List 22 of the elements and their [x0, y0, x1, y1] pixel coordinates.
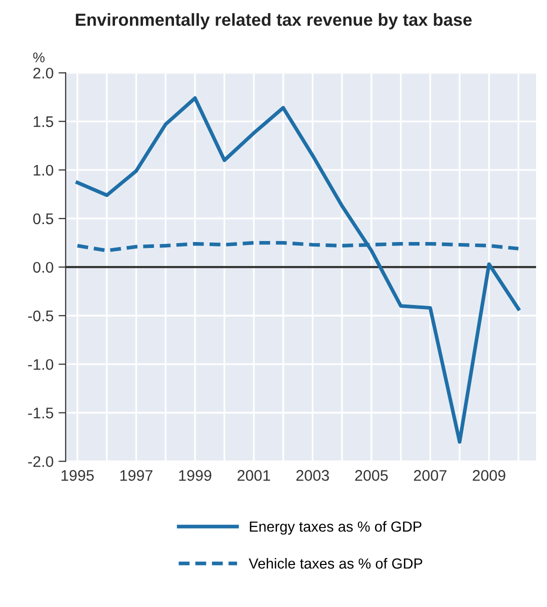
- y-tick-label: 0.5: [33, 213, 54, 224]
- y-tick-label: 2.0: [33, 68, 54, 79]
- x-tick-label: 2001: [238, 470, 270, 481]
- y-tick-label: -1.5: [28, 408, 54, 418]
- legend-label: Energy taxes as % of GDP: [250, 521, 422, 535]
- y-tick-label: -1.0: [28, 359, 54, 370]
- y-tick-label: 0.0: [33, 262, 54, 273]
- x-tick-label: 1997: [120, 470, 152, 481]
- x-tick-label: 1999: [179, 470, 212, 481]
- x-tick-label: 2009: [472, 470, 506, 481]
- x-tick-label: 2005: [355, 470, 388, 481]
- x-tick-label: 2003: [296, 470, 329, 481]
- y-axis-title: %: [33, 52, 45, 62]
- y-tick-label: 1.5: [34, 116, 54, 128]
- y-tick-label: -0.5: [28, 310, 54, 322]
- legend-label: Vehicle taxes as % of GDP: [248, 558, 422, 569]
- x-tick-label: 1995: [62, 470, 94, 481]
- y-tick-label: -2.0: [28, 456, 54, 468]
- y-tick-label: 1.0: [34, 164, 54, 176]
- x-tick-label: 2007: [414, 470, 446, 481]
- line-series: [76, 96, 520, 444]
- chart-title: Environmentally related tax revenue by tax base: [76, 13, 472, 30]
